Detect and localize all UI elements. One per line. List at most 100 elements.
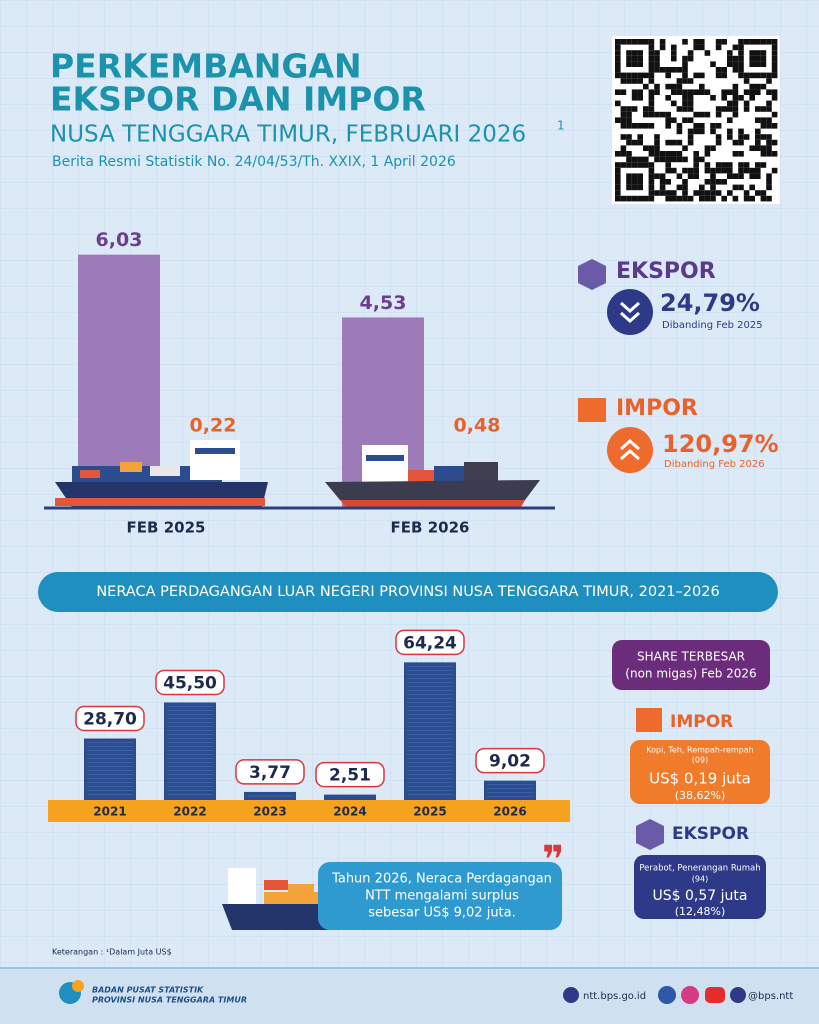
qr-module <box>710 167 716 174</box>
commodity-code: (94) <box>692 875 708 884</box>
qr-module <box>637 39 643 45</box>
qr-module <box>615 72 621 79</box>
containers <box>72 466 222 482</box>
qr-module <box>659 67 666 73</box>
qr-module <box>659 184 666 191</box>
export-label: EKSPOR <box>616 259 716 284</box>
qr-module <box>732 44 739 51</box>
qr-module <box>693 111 699 118</box>
qr-module <box>676 184 683 191</box>
qr-module <box>676 67 683 73</box>
qr-module <box>643 39 649 45</box>
qr-module <box>682 95 688 101</box>
qr-module <box>766 151 772 157</box>
qr-module <box>615 173 621 179</box>
qr-module <box>715 167 722 174</box>
qr-module <box>687 78 694 84</box>
qr-module <box>732 139 739 146</box>
qr-module <box>766 72 772 79</box>
qr-module <box>766 139 772 146</box>
x-tick-label: 2021 <box>93 805 126 819</box>
qr-module <box>637 173 643 179</box>
qr-module <box>699 39 705 45</box>
qr-module <box>732 95 739 101</box>
qr-module <box>676 139 683 146</box>
qr-module <box>727 89 733 95</box>
qr-module <box>637 89 643 95</box>
facebook-icon <box>658 986 676 1004</box>
qr-module <box>676 173 683 179</box>
qr-module <box>631 89 638 95</box>
qr-module <box>620 151 627 157</box>
container <box>464 462 498 482</box>
qr-module <box>631 78 638 84</box>
qr-module <box>755 190 761 196</box>
qr-module <box>671 44 677 51</box>
qr-module <box>637 184 643 191</box>
qr-module <box>682 39 688 45</box>
qr-module <box>766 145 772 151</box>
qr-module <box>732 55 739 62</box>
ship-window <box>195 448 235 454</box>
qr-module <box>749 55 755 62</box>
qr-module <box>693 44 699 51</box>
qr-module <box>676 78 683 84</box>
share-value: US$ 0,19 juta <box>649 770 751 788</box>
qr-module <box>665 190 671 196</box>
qr-module <box>687 139 694 146</box>
qr-pattern <box>615 39 778 202</box>
qr-module <box>727 100 733 107</box>
qr-module <box>766 100 772 107</box>
qr-module <box>749 173 755 179</box>
qr-module <box>626 78 632 84</box>
qr-module <box>766 195 772 202</box>
qr-module <box>738 95 744 101</box>
qr-module <box>727 167 733 174</box>
qr-module <box>771 50 778 56</box>
export-icon <box>636 819 664 850</box>
qr-module <box>682 145 688 151</box>
value-label: 0,48 <box>454 415 501 437</box>
qr-module <box>631 162 638 168</box>
qr-module <box>682 156 688 163</box>
qr-module <box>721 195 727 202</box>
qr-module <box>771 89 778 95</box>
qr-module <box>710 195 716 202</box>
container <box>80 470 100 478</box>
qr-module <box>760 151 767 157</box>
qr-module <box>721 72 727 79</box>
qr-module <box>727 50 733 56</box>
qr-module <box>631 61 638 67</box>
qr-module <box>738 50 744 56</box>
qr-module <box>615 89 621 95</box>
ship-hull <box>325 480 540 500</box>
bar <box>404 662 456 800</box>
qr-module <box>676 123 683 129</box>
value-label: 28,70 <box>83 710 137 730</box>
share-title: (non migas) Feb 2026 <box>625 667 756 681</box>
qr-module <box>743 89 750 95</box>
qr-module <box>626 123 632 129</box>
quote-box <box>318 862 562 930</box>
qr-module <box>671 139 677 146</box>
x-tick-label: 2022 <box>173 805 206 819</box>
qr-module <box>721 179 727 185</box>
qr-module <box>659 151 666 157</box>
qr-module <box>659 39 666 45</box>
qr-module <box>743 106 750 112</box>
qr-module <box>755 106 761 112</box>
qr-module <box>671 167 677 174</box>
org-name: PROVINSI NUSA TENGGARA TIMUR <box>92 996 247 1005</box>
x-tick-label: 2026 <box>493 805 526 819</box>
value-label: 9,02 <box>489 752 531 772</box>
qr-module <box>631 184 638 191</box>
qr-module <box>626 134 632 140</box>
qr-module <box>715 106 722 112</box>
share-label: IMPOR <box>670 712 733 732</box>
qr-module <box>771 111 778 118</box>
qr-module <box>766 78 772 84</box>
qr-module <box>749 145 755 151</box>
container <box>264 892 332 904</box>
qr-module <box>693 72 699 79</box>
